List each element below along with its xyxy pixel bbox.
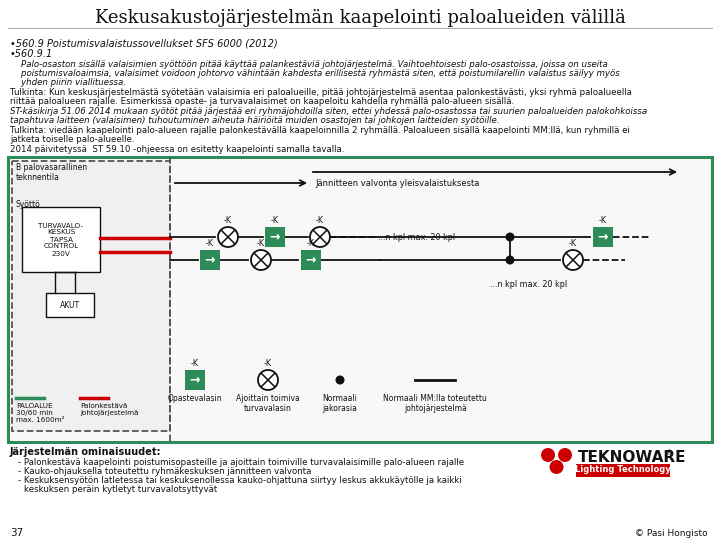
Circle shape bbox=[505, 233, 515, 241]
Text: →: → bbox=[306, 253, 316, 267]
Text: →: → bbox=[598, 231, 608, 244]
Text: -K: -K bbox=[307, 239, 315, 248]
Text: -K: -K bbox=[191, 359, 199, 368]
Text: Ajoittain toimiva
turvavalasin: Ajoittain toimiva turvavalasin bbox=[236, 394, 300, 414]
Text: AKUT: AKUT bbox=[60, 300, 80, 309]
Circle shape bbox=[563, 250, 583, 270]
Bar bbox=[185, 370, 205, 390]
Circle shape bbox=[251, 250, 271, 270]
Text: - Keskuksensyötön latletessa tai keskuksenollessa kauko-ohjattuna siirtyy leskus: - Keskuksensyötön latletessa tai keskuks… bbox=[18, 476, 462, 485]
Text: -K: -K bbox=[206, 239, 214, 248]
Circle shape bbox=[258, 370, 278, 390]
Text: © Pasi Hongisto: © Pasi Hongisto bbox=[635, 529, 708, 537]
Text: tapahtuva laitteen (valaisimen) tuhoutuminen aiheuta häiriöitä muiden osastojen : tapahtuva laitteen (valaisimen) tuhoutum… bbox=[10, 116, 500, 125]
Text: -K: -K bbox=[316, 216, 324, 225]
Text: •560.9 Poistumisvalaistussovellukset SFS 6000 (2012): •560.9 Poistumisvalaistussovellukset SFS… bbox=[10, 38, 278, 48]
Bar bbox=[8, 157, 712, 442]
Text: -K: -K bbox=[224, 216, 232, 225]
Text: - Kauko-ohjauksella toteutettu ryhmäkeskuksen jännitteen valvonta: - Kauko-ohjauksella toteutettu ryhmäkesk… bbox=[18, 467, 311, 476]
Text: -K: -K bbox=[257, 239, 265, 248]
Bar bbox=[576, 464, 670, 477]
Text: poistumisvaloaimsia, valaisimet voidoon johtorvo vähintään kahdesta erillisestä : poistumisvaloaimsia, valaisimet voidoon … bbox=[10, 69, 620, 78]
Text: ...n kpl max. 20 kpl: ...n kpl max. 20 kpl bbox=[490, 280, 567, 289]
Text: Tulkinta: Kun keskusjärjestelmästä syötetään valaisimia eri paloalueille, pitää : Tulkinta: Kun keskusjärjestelmästä syöte… bbox=[10, 88, 632, 97]
Text: jatketa toiselle palo-alueelle.: jatketa toiselle palo-alueelle. bbox=[10, 135, 135, 144]
Text: -K: -K bbox=[264, 359, 272, 368]
Bar bbox=[12, 161, 170, 431]
Circle shape bbox=[218, 227, 238, 247]
Text: Normaali MM:lla toteutettu
johtojärjestelmä: Normaali MM:lla toteutettu johtojärjeste… bbox=[383, 394, 487, 414]
Circle shape bbox=[310, 227, 330, 247]
Text: TURVAVALO-
KESKUS
TAPSA
CONTROL
230V: TURVAVALO- KESKUS TAPSA CONTROL 230V bbox=[38, 222, 84, 256]
Text: Palo-osaston sisällä valaisimien syöttöön pitää käyttää palankestäviä johtojärje: Palo-osaston sisällä valaisimien syöttöö… bbox=[10, 60, 608, 69]
Text: Normaali
jakorasia: Normaali jakorasia bbox=[323, 394, 357, 414]
Text: Opastevalasin: Opastevalasin bbox=[168, 394, 222, 403]
Text: B palovasarallinen
teknnentila: B palovasarallinen teknnentila bbox=[16, 163, 87, 183]
Bar bbox=[46, 293, 94, 317]
Text: →: → bbox=[190, 374, 200, 387]
Text: ®: ® bbox=[666, 450, 673, 456]
Text: Tulkinta: viedään kaapelointi palo-alueen rajalle palonkestävällä kaapeloinnilla: Tulkinta: viedään kaapelointi palo-aluee… bbox=[10, 126, 630, 135]
Bar bbox=[265, 227, 285, 247]
Text: -K: -K bbox=[569, 239, 577, 248]
Text: -K: -K bbox=[271, 216, 279, 225]
Bar bbox=[22, 207, 100, 272]
Text: Palonkestävä
johtojärjestelmä: Palonkestävä johtojärjestelmä bbox=[80, 403, 138, 416]
Text: keskuksen peräin kytletyt turvavalotsyttyvät: keskuksen peräin kytletyt turvavalotsytt… bbox=[24, 485, 217, 494]
Text: →: → bbox=[204, 253, 215, 267]
Circle shape bbox=[505, 255, 515, 265]
Text: •560.9.1: •560.9.1 bbox=[10, 49, 53, 59]
Circle shape bbox=[541, 448, 555, 462]
Circle shape bbox=[336, 375, 344, 384]
Bar bbox=[593, 227, 613, 247]
Circle shape bbox=[549, 460, 564, 474]
Text: 2014 päivitetyssä  ST 59.10 -ohjeessa on esitetty kaapelointi samalla tavalla.: 2014 päivitetyssä ST 59.10 -ohjeessa on … bbox=[10, 145, 344, 154]
Text: riittää paloalueen rajalle. Esimerkissä opaste- ja turvavalaisimet on kaapeloitu: riittää paloalueen rajalle. Esimerkissä … bbox=[10, 97, 514, 106]
Text: PALOALUE
30/60 min
max. 1600m²: PALOALUE 30/60 min max. 1600m² bbox=[16, 403, 65, 423]
Text: Keskusakustojärjestelmän kaapelointi paloalueiden välillä: Keskusakustojärjestelmän kaapelointi pal… bbox=[94, 9, 626, 27]
Bar bbox=[301, 250, 321, 270]
Text: Järjestelmän ominaisuudet:: Järjestelmän ominaisuudet: bbox=[10, 447, 161, 457]
Text: -K: -K bbox=[599, 216, 607, 225]
Text: yhden piirin viallituessa.: yhden piirin viallituessa. bbox=[10, 78, 126, 87]
Text: Jännitteen valvonta yleisvalaistuksesta: Jännitteen valvonta yleisvalaistuksesta bbox=[315, 179, 480, 187]
Text: →: → bbox=[270, 231, 280, 244]
Text: ST-käsikirja 51.06 2014 mukaan syötöt pitää järjestää eri ryhmäjohdoilla siten, : ST-käsikirja 51.06 2014 mukaan syötöt pi… bbox=[10, 107, 647, 116]
Text: 37: 37 bbox=[10, 528, 23, 538]
Bar bbox=[200, 250, 220, 270]
Circle shape bbox=[558, 448, 572, 462]
Text: ...n kpl max. 20 kpl: ...n kpl max. 20 kpl bbox=[378, 233, 455, 241]
Text: Syöttö: Syöttö bbox=[16, 200, 41, 209]
Text: Lighting Technology: Lighting Technology bbox=[575, 465, 671, 475]
Text: - Palonkestävä kaapelointi poistumisopasteille ja ajoittain toimiville turvavala: - Palonkestävä kaapelointi poistumisopas… bbox=[18, 458, 464, 467]
Text: TEKNOWARE: TEKNOWARE bbox=[578, 450, 686, 465]
